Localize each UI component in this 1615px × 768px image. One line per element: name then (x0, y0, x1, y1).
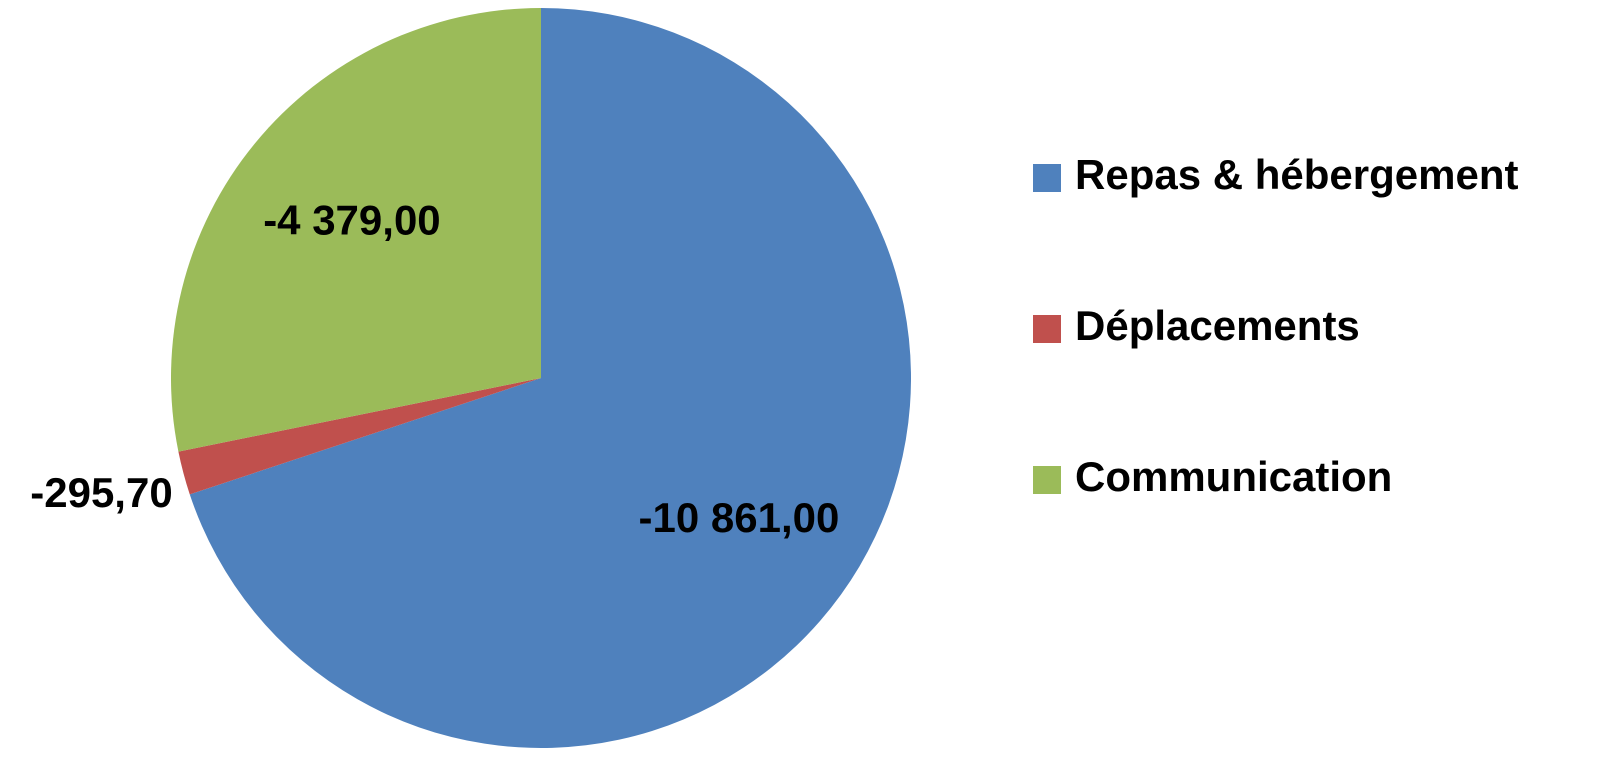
legend-swatch (1033, 315, 1061, 343)
data-label: -10 861,00 (639, 494, 840, 541)
data-label: -4 379,00 (263, 197, 440, 244)
legend-label: Repas & hébergement (1075, 151, 1518, 198)
pie-slice (189, 8, 911, 748)
legend-swatch (1033, 466, 1061, 494)
legend-swatch (1033, 164, 1061, 192)
data-label: -295,70 (30, 469, 172, 516)
pie-slice (178, 378, 541, 495)
pie-slice (170, 8, 541, 452)
legend-label: Communication (1075, 453, 1392, 500)
legend-label: Déplacements (1075, 302, 1360, 349)
